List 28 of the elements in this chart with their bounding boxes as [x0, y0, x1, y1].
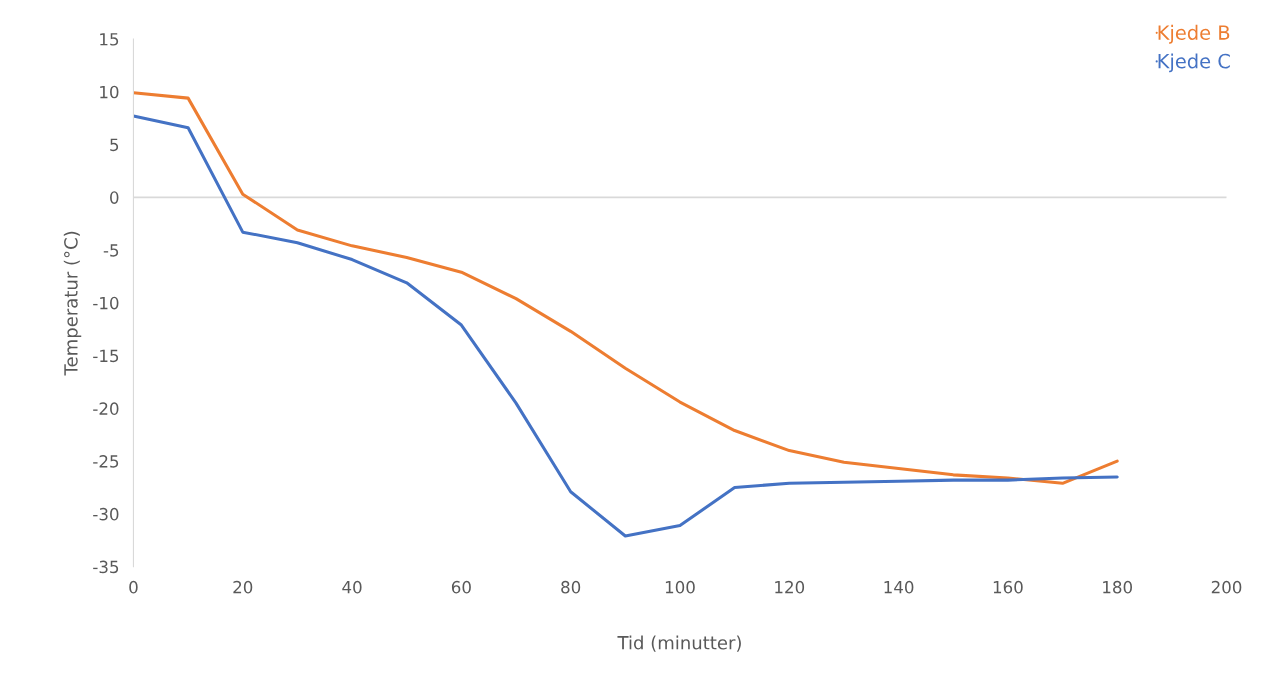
x-tick-label: 80 — [561, 580, 581, 594]
y-tick-label: -5 — [103, 244, 119, 257]
y-tick-label: 0 — [110, 191, 119, 204]
x-tick-label: 120 — [775, 580, 805, 594]
line-series — [133, 91, 1119, 485]
y-axis-title: Temperatur (°C) — [63, 231, 82, 376]
y-tick-label: -25 — [93, 455, 119, 468]
y-tick-label: 10 — [100, 85, 119, 99]
line-series — [133, 114, 1119, 538]
x-tick-label: 20 — [233, 580, 253, 594]
y-tick-label: -30 — [93, 507, 119, 521]
x-axis-title: Tid (minutter) — [617, 635, 741, 652]
legend-label: Kjede B — [1158, 24, 1230, 44]
y-tick-label: 15 — [100, 33, 119, 46]
y-tick-label: -10 — [93, 296, 119, 310]
x-tick-label: 160 — [993, 580, 1023, 594]
x-tick-label: 180 — [1103, 580, 1133, 594]
y-tick-label: -35 — [93, 560, 119, 574]
y-tick-label: -15 — [93, 349, 119, 363]
x-tick-label: 140 — [884, 580, 914, 594]
x-tick-label: 200 — [1211, 580, 1242, 594]
x-tick-label: 100 — [665, 580, 695, 594]
x-tick-label: 0 — [129, 580, 138, 594]
x-tick-label: 40 — [342, 580, 362, 594]
y-tick-label: 5 — [110, 138, 119, 152]
legend-label: Kjede C — [1158, 53, 1230, 73]
x-tick-label: 60 — [451, 580, 471, 594]
y-tick-label: -20 — [93, 402, 119, 415]
